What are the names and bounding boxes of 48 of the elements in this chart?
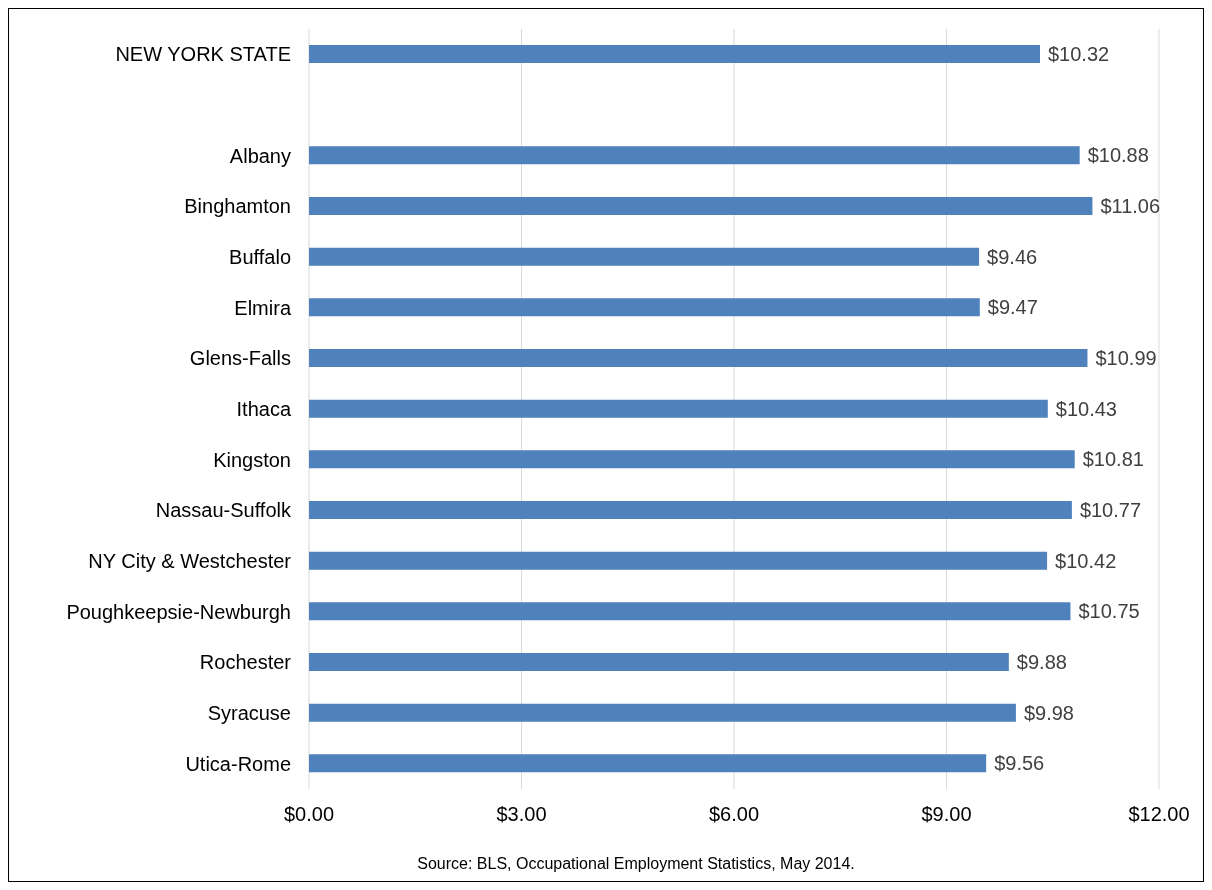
- bar: [309, 754, 987, 773]
- data-label: $11.06: [1100, 195, 1161, 218]
- bar: [309, 349, 1088, 367]
- y-tick-label: Syracuse: [207, 702, 291, 725]
- y-tick-label: NY City & Westchester: [88, 550, 292, 573]
- bar: [309, 247, 980, 266]
- y-tick-label: Binghamton: [184, 195, 291, 218]
- data-label: $9.47: [987, 296, 1038, 319]
- y-tick-label: Glens-Falls: [189, 347, 291, 370]
- y-tick-label: Albany: [229, 144, 291, 167]
- x-tick-label: $6.00: [708, 803, 760, 826]
- x-tick-label: $9.00: [921, 803, 972, 826]
- y-tick-label: Utica-Rome: [185, 752, 291, 775]
- data-label: $10.99: [1095, 347, 1157, 370]
- data-label: $10.81: [1082, 448, 1144, 471]
- bar: [309, 602, 1071, 621]
- bar: [309, 197, 1093, 215]
- y-tick-label: NEW YORK STATE: [115, 43, 291, 66]
- data-label: $10.88: [1087, 144, 1149, 167]
- y-tick-label: Kingston: [213, 448, 291, 471]
- bar: [309, 703, 1016, 722]
- data-label: $9.98: [1023, 701, 1074, 724]
- y-tick-label: Buffalo: [229, 246, 291, 269]
- data-label: $9.46: [987, 245, 1038, 268]
- bar: [309, 653, 1009, 671]
- bar: [309, 450, 1075, 469]
- y-tick-label: Ithaca: [236, 398, 292, 421]
- data-label: $10.77: [1079, 499, 1142, 522]
- x-tick-label: $12.00: [1128, 803, 1190, 826]
- x-tick-label: $3.00: [496, 803, 547, 826]
- bar: [309, 501, 1072, 519]
- x-tick-label: $0.00: [283, 803, 335, 826]
- data-label: $9.56: [994, 752, 1045, 775]
- data-label: $9.88: [1016, 651, 1067, 674]
- bar: [309, 146, 1080, 165]
- y-tick-label: Rochester: [199, 651, 292, 674]
- data-label: $10.43: [1055, 397, 1117, 420]
- bar: [309, 298, 980, 317]
- data-label: $10.32: [1048, 43, 1110, 66]
- source-note: Source: BLS, Occupational Employment Statistics, May 2014.: [416, 855, 856, 873]
- bar: [309, 45, 1040, 63]
- data-label: $10.75: [1078, 600, 1140, 623]
- y-tick-label: Poughkeepsie-Newburgh: [66, 600, 291, 623]
- bar: [309, 551, 1048, 570]
- bar: [309, 399, 1048, 418]
- data-label: $10.42: [1055, 549, 1117, 572]
- y-tick-label: Nassau-Suffolk: [155, 499, 292, 522]
- y-tick-label: Elmira: [234, 296, 292, 319]
